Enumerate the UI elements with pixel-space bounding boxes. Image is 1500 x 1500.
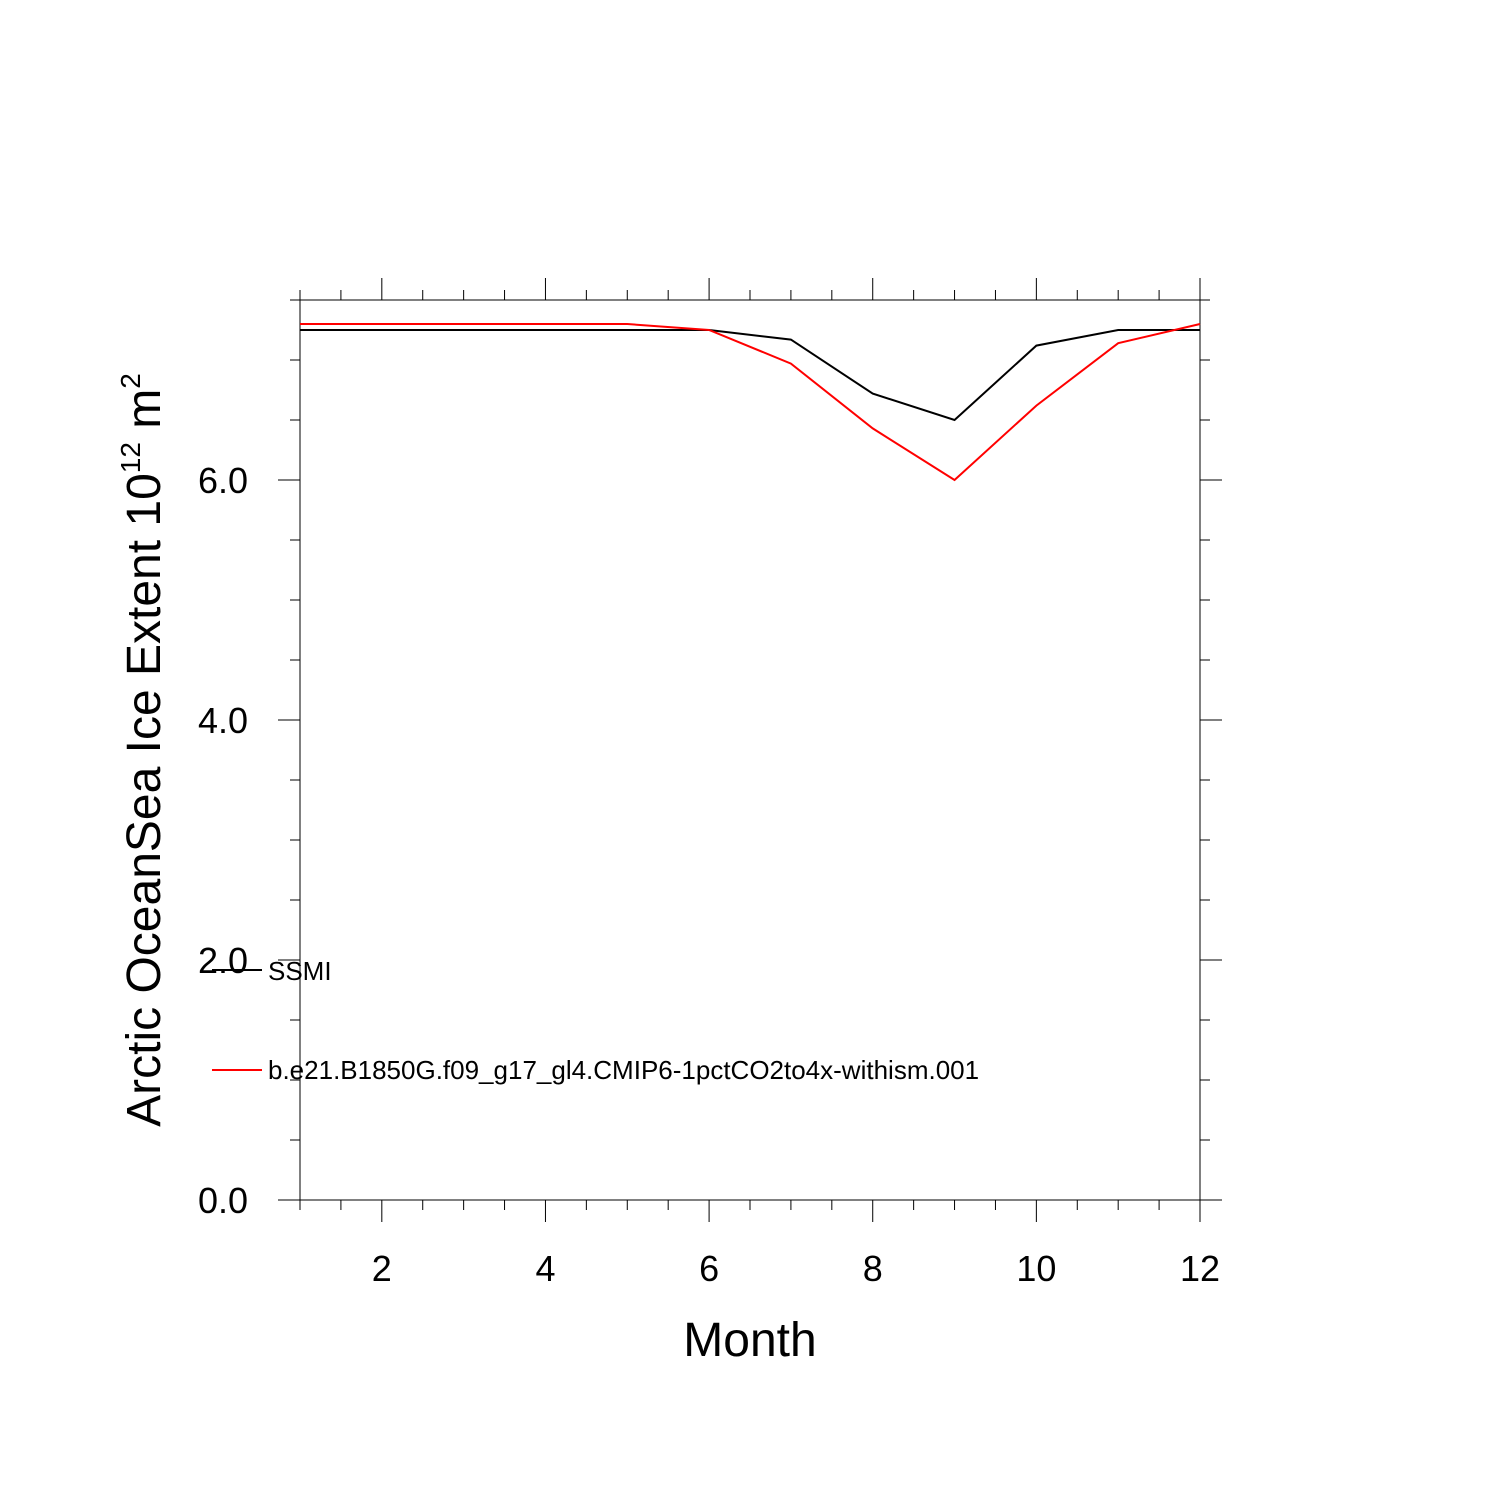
y-axis-title: Arctic OceanSea Ice Extent 1012 m2: [115, 373, 171, 1127]
legend-label-ssmi: SSMI: [268, 956, 332, 986]
y-axis-title-unit-exponent: 2: [115, 373, 146, 389]
legend: SSMI b.e21.B1850G.f09_g17_gl4.CMIP6-1pct…: [212, 956, 979, 1085]
series-lines: [300, 323, 1201, 482]
series-line-1: [300, 323, 1201, 482]
x-tick-label: 4: [535, 1248, 555, 1289]
x-axis-title: Month: [683, 1314, 816, 1367]
y-tick-label: 6.0: [198, 460, 248, 501]
x-tick-label: 8: [863, 1248, 883, 1289]
y-axis-ticks: 0.0 2.0 4.0 6.0: [198, 299, 1222, 1221]
x-axis-ticks: 2 4 6 8 10 12: [299, 278, 1220, 1289]
x-tick-label: 10: [1016, 1248, 1056, 1289]
y-tick-label: 0.0: [198, 1180, 248, 1221]
legend-label-model: b.e21.B1850G.f09_g17_gl4.CMIP6-1pctCO2to…: [268, 1055, 979, 1085]
y-axis-title-exponent: 12: [115, 442, 146, 473]
series-line-0: [300, 329, 1200, 422]
y-axis-title-main: Arctic OceanSea Ice Extent 10: [118, 473, 171, 1127]
y-axis-title-unit: m: [118, 389, 171, 442]
y-tick-label: 4.0: [198, 700, 248, 741]
x-tick-label: 12: [1180, 1248, 1220, 1289]
y-tick-label: 2.0: [198, 940, 248, 981]
x-tick-label: 6: [699, 1248, 719, 1289]
x-tick-label: 2: [372, 1248, 392, 1289]
